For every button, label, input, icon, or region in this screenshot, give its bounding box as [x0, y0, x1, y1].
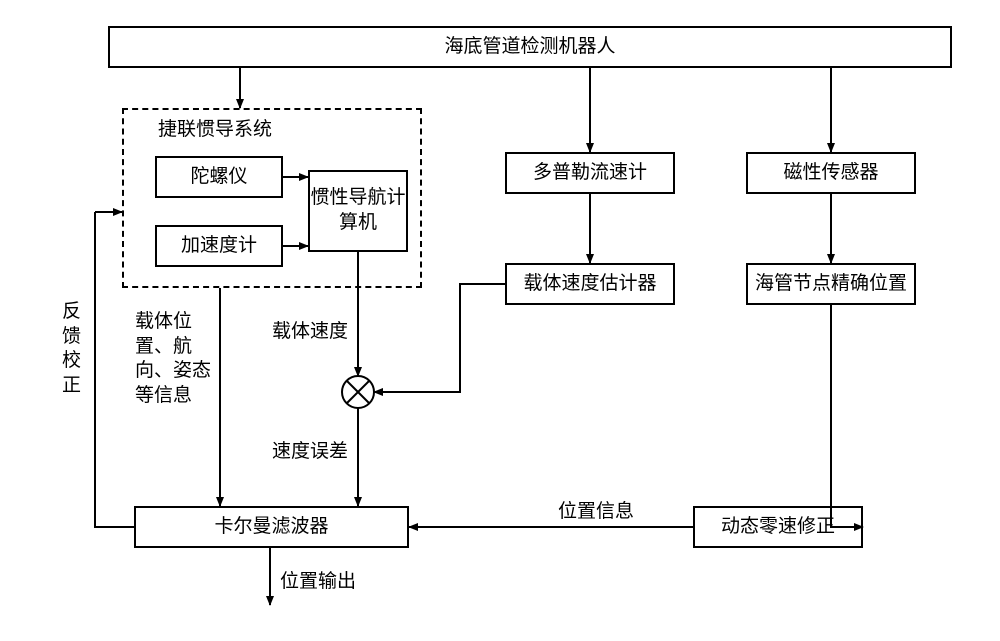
node-top-robot: 海底管道检测机器人 — [108, 26, 952, 68]
label-body-vel: 载体速度 — [272, 320, 348, 345]
label-body-info: 载体位置、航向、姿态等信息 — [135, 310, 220, 409]
node-nodepos-label: 海管节点精确位置 — [755, 272, 907, 297]
node-zupt-label: 动态零速修正 — [721, 515, 835, 540]
node-top-label: 海底管道检测机器人 — [444, 35, 615, 60]
node-vel-estimator: 载体速度估计器 — [505, 263, 675, 305]
node-gyro-label: 陀螺仪 — [190, 165, 247, 190]
group-sins-label: 捷联惯导系统 — [158, 118, 272, 143]
label-feedback: 反馈校正 — [62, 300, 86, 399]
node-navcomp-label: 惯性导航计算机 — [310, 186, 406, 235]
node-kalman: 卡尔曼滤波器 — [134, 506, 409, 548]
node-accel-label: 加速度计 — [181, 234, 257, 259]
label-vel-err: 速度误差 — [272, 440, 348, 465]
label-pos-out: 位置输出 — [280, 570, 356, 595]
node-kalman-label: 卡尔曼滤波器 — [214, 515, 328, 540]
node-navcomp: 惯性导航计算机 — [308, 170, 408, 252]
node-doppler: 多普勒流速计 — [505, 152, 675, 194]
node-nodepos: 海管节点精确位置 — [746, 263, 916, 305]
node-magsensor: 磁性传感器 — [746, 152, 916, 194]
node-accel: 加速度计 — [155, 225, 283, 267]
node-doppler-label: 多普勒流速计 — [533, 161, 647, 186]
node-vel-estimator-label: 载体速度估计器 — [523, 272, 656, 297]
node-zupt: 动态零速修正 — [693, 506, 863, 548]
node-magsensor-label: 磁性传感器 — [783, 161, 878, 186]
node-gyro: 陀螺仪 — [155, 156, 283, 198]
label-pos-info: 位置信息 — [558, 500, 634, 525]
